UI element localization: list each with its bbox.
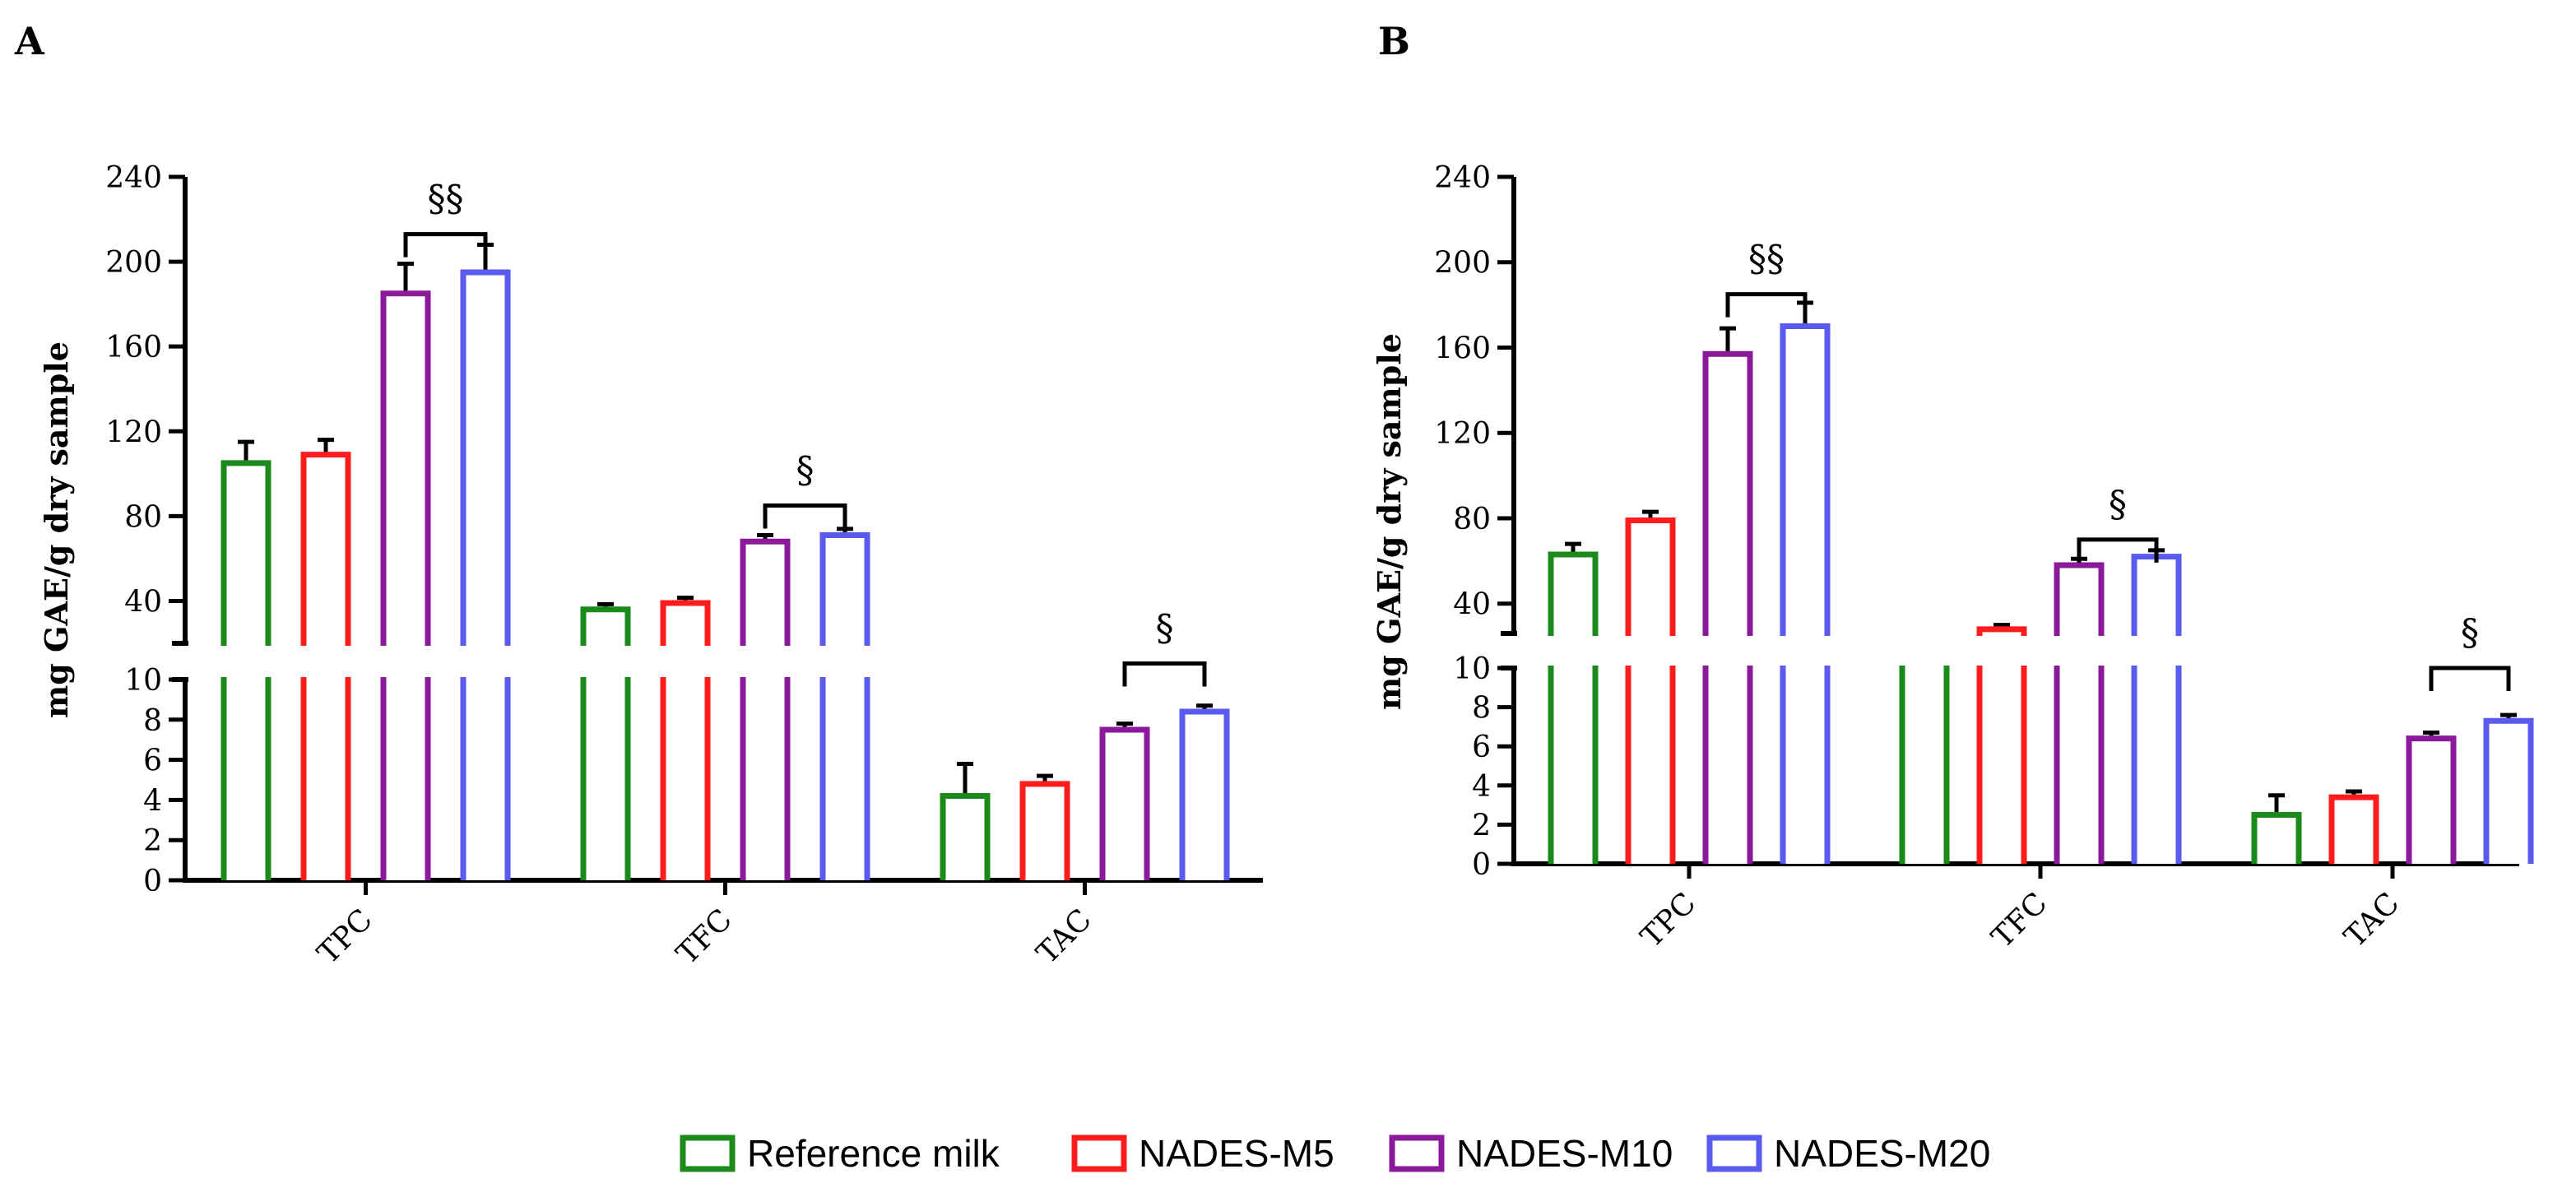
y-tick-label: 8	[143, 704, 162, 738]
bar-break-gap	[1623, 636, 1678, 666]
x-tick-label-tpc: TPC	[1635, 886, 1703, 954]
bar-break-gap	[1701, 636, 1755, 666]
bar-tac-series-1	[2328, 794, 2379, 864]
y-tick-label: 10	[1453, 652, 1491, 686]
bar-break-gap	[2129, 636, 2184, 666]
legend-swatch	[1389, 1134, 1445, 1172]
significance-bracket	[2429, 666, 2511, 691]
bar-tfc-series-1	[1976, 626, 2027, 864]
y-tick-label: 4	[143, 784, 162, 818]
bar-break-gap	[458, 646, 513, 677]
y-tick-label: 240	[105, 161, 162, 195]
legend-label: NADES-M5	[1139, 1132, 1334, 1175]
bar-break-gap	[658, 646, 712, 677]
y-tick-label: 120	[105, 415, 162, 449]
significance-marker: §§	[1748, 239, 1785, 281]
bar-tfc-series-3	[2131, 554, 2182, 864]
bar-tpc-series-3	[460, 269, 511, 880]
y-tick-label: 0	[1472, 848, 1491, 882]
bar-tfc-series-0	[580, 606, 631, 880]
legend-swatch	[1706, 1134, 1762, 1172]
bar-break-gap	[1975, 636, 2029, 666]
panel-a: Amg GAE/g dry sample 0 2 4 6 8 10 40 80 120 160 200…	[14, 19, 1263, 971]
y-tick-label: 240	[1434, 161, 1491, 195]
y-tick-label: 4	[1472, 770, 1491, 804]
bar-break-gap	[2052, 636, 2106, 666]
panel-label: B	[1378, 19, 1410, 63]
y-tick-label: 200	[1434, 247, 1491, 281]
legend: Reference milk NADES-M5 NADES-M10 NADES-M20	[680, 1132, 1990, 1175]
panel-b: Bmg GAE/g dry sample 0 2 4 6 8 10 40 80 120 160 200…	[1371, 19, 2534, 954]
x-tick-label-tfc: TFC	[1985, 886, 2054, 954]
significance-marker: §	[1156, 607, 1174, 649]
y-tick-label: 6	[1472, 731, 1491, 764]
legend-label: NADES-M10	[1456, 1132, 1673, 1175]
significance-bracket	[763, 503, 847, 529]
bar-tac-series-0	[2251, 812, 2302, 864]
x-tick-label-tac: TAC	[2338, 886, 2406, 953]
y-tick-label: 40	[1453, 588, 1491, 622]
bar-tac-series-2	[2406, 735, 2457, 864]
y-tick-label: 80	[1453, 503, 1491, 536]
bar-break-gap	[1546, 636, 1600, 666]
bar-tpc-series-2	[1702, 350, 1753, 864]
bar-tac-series-3	[1179, 708, 1230, 880]
y-tick-label: 160	[105, 331, 162, 364]
bar-break-gap	[378, 646, 433, 677]
bar-tpc-series-2	[380, 290, 431, 880]
y-axis-label: mg GAE/g dry sample	[1371, 333, 1408, 710]
bar-break-gap	[738, 646, 792, 677]
bar-break-gap	[1778, 636, 1832, 666]
bar-break-gap	[299, 646, 353, 677]
y-tick-label: 6	[143, 745, 162, 778]
y-tick-label: 160	[1434, 332, 1491, 365]
significance-marker: §	[2109, 484, 2127, 526]
y-tick-label: 120	[1434, 417, 1491, 451]
bar-tpc-series-3	[1780, 323, 1831, 864]
y-tick-label: 80	[124, 500, 162, 534]
significance-marker: §	[2461, 612, 2479, 654]
significance-bracket	[1725, 292, 1808, 318]
y-tick-label: 2	[143, 824, 162, 858]
bar-tfc-series-1	[660, 600, 711, 880]
bar-tac-series-0	[940, 793, 991, 880]
bar-tfc-series-2	[740, 538, 791, 880]
y-tick-label: 2	[1472, 809, 1491, 842]
x-tick-label-tfc: TFC	[671, 902, 739, 971]
x-tick-label-tpc: TPC	[311, 902, 379, 971]
y-tick-label: 10	[124, 664, 162, 698]
bar-break-gap	[219, 646, 273, 677]
bar-tfc-series-2	[2054, 562, 2105, 864]
legend-swatch	[680, 1134, 736, 1172]
legend-swatch	[1071, 1134, 1127, 1172]
bar-break-gap	[1897, 636, 1952, 666]
significance-marker: §	[796, 449, 815, 491]
bar-tac-series-1	[1019, 781, 1070, 880]
bar-tfc-series-3	[819, 532, 870, 880]
legend-label: Reference milk	[747, 1132, 1000, 1175]
bar-tfc-series-0	[1899, 641, 1950, 864]
significance-bracket	[2077, 537, 2159, 563]
y-tick-label: 0	[143, 865, 162, 898]
bar-break-gap	[578, 646, 633, 677]
y-axis-label: mg GAE/g dry sample	[38, 341, 75, 718]
significance-bracket	[403, 232, 488, 257]
bar-tac-series-3	[2483, 717, 2534, 864]
significance-marker: §§	[428, 179, 464, 220]
bar-tpc-series-1	[1625, 517, 1676, 864]
legend-label: NADES-M20	[1774, 1132, 1990, 1175]
bar-tpc-series-0	[1548, 551, 1599, 864]
bar-break-gap	[818, 646, 872, 677]
x-tick-label-tac: TAC	[1030, 902, 1098, 970]
y-tick-label: 200	[105, 246, 162, 280]
y-tick-label: 8	[1472, 692, 1491, 726]
bar-tac-series-2	[1099, 726, 1150, 880]
panel-label: A	[14, 19, 45, 63]
significance-bracket	[1122, 661, 1207, 687]
y-tick-label: 40	[124, 585, 162, 619]
